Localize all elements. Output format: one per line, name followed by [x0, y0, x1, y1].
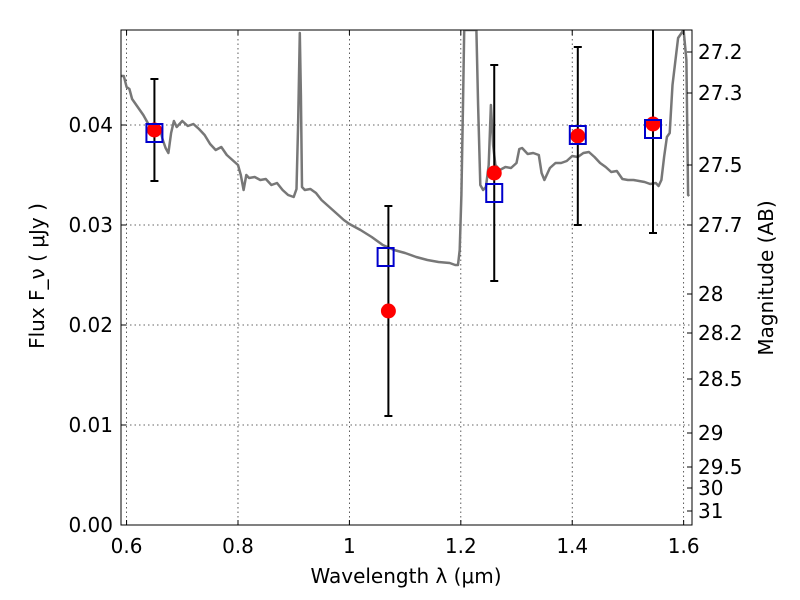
y-tick-label: 0.01	[68, 413, 113, 437]
observed-flux-point	[570, 128, 586, 144]
mag-tick-label: 28	[698, 282, 723, 306]
y-tick-label: 0.03	[68, 213, 113, 237]
model-flux-square	[145, 123, 164, 143]
mag-tick-label: 27.2	[698, 40, 743, 64]
grid-layer	[121, 30, 692, 526]
x-tick-label: 1.2	[445, 534, 477, 558]
y-tick-label: 0.04	[68, 113, 113, 137]
x-tick-label: 0.8	[222, 534, 254, 558]
mag-tick-label: 28.2	[698, 321, 743, 345]
x-axis-label: Wavelength λ (μm)	[310, 564, 501, 588]
observed-flux-point	[486, 165, 502, 181]
observed-flux-point	[380, 303, 396, 319]
mag-tick-label: 31	[698, 499, 723, 523]
x-tick-label: 1.4	[556, 534, 588, 558]
y-tick-label: 0.00	[68, 513, 113, 537]
y-tick-label: 0.02	[68, 313, 113, 337]
mag-tick-label: 27.5	[698, 153, 743, 177]
mag-tick-label: 28.5	[698, 367, 743, 391]
plot-layer	[121, 30, 691, 417]
mag-tick-label: 29.5	[698, 455, 743, 479]
mag-tick-label: 27.3	[698, 81, 743, 105]
ticks-layer: 0.6 0.8 1 1.2 1.4 1.6 0.00 0.01 0.02 0.03 0.04 27.2…	[68, 30, 743, 558]
x-tick-label: 1.6	[668, 534, 700, 558]
plot-frame	[120, 29, 693, 526]
model-flux-square	[568, 125, 587, 145]
observed-flux-point	[645, 116, 661, 132]
x-tick-label: 0.6	[111, 534, 143, 558]
model-flux-square	[644, 119, 663, 139]
model-flux-square	[485, 183, 504, 203]
observed-flux-point	[146, 122, 162, 138]
y-axis-label: Flux F_ν ( μJy )	[25, 203, 49, 349]
mag-tick-label: 30	[698, 476, 723, 500]
model-flux-square	[376, 247, 395, 267]
y-axis-right-label: Magnitude (AB)	[754, 200, 778, 355]
mag-tick-label: 27.7	[698, 213, 743, 237]
spectrum-line	[121, 30, 691, 267]
mag-tick-label: 29	[698, 421, 723, 445]
x-tick-label: 1	[343, 534, 356, 558]
